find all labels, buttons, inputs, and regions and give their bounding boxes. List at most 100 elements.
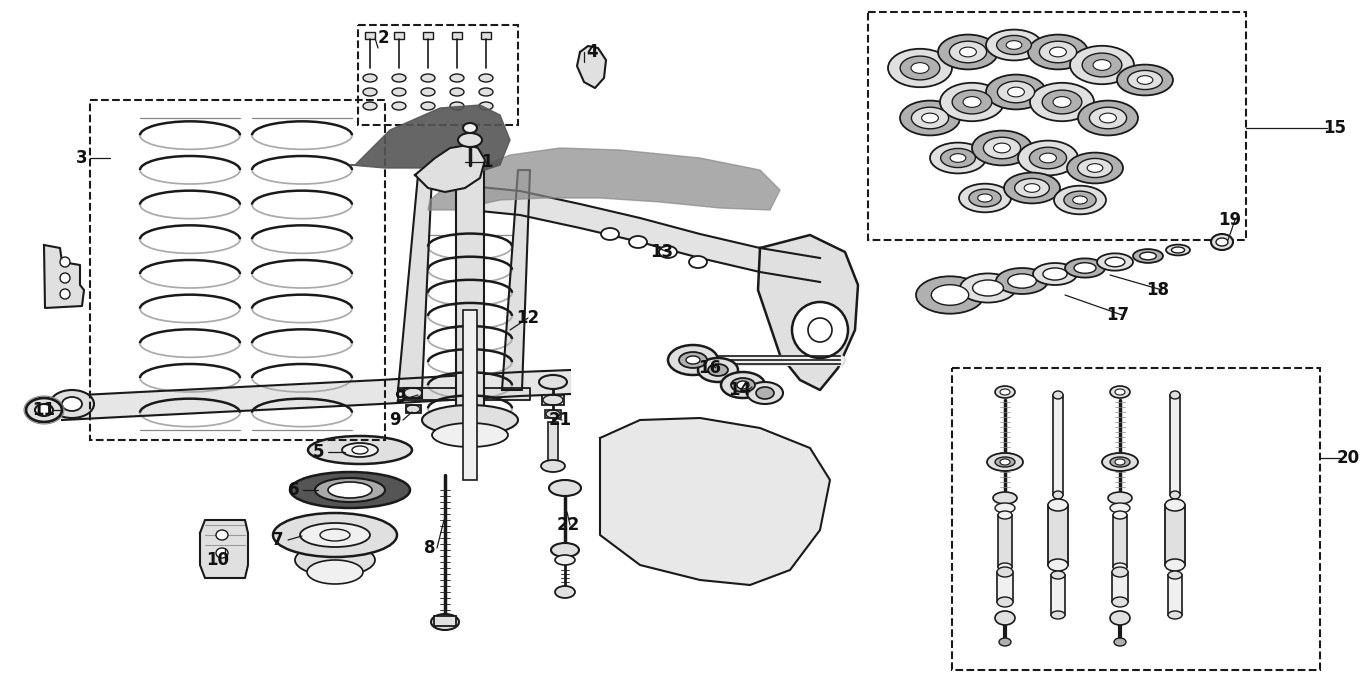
Ellipse shape — [1003, 173, 1059, 204]
Polygon shape — [350, 105, 510, 175]
Text: 10: 10 — [206, 551, 230, 569]
Ellipse shape — [1172, 247, 1185, 253]
Polygon shape — [398, 175, 432, 390]
Ellipse shape — [1110, 457, 1131, 467]
Ellipse shape — [1111, 597, 1128, 607]
Ellipse shape — [450, 74, 463, 82]
Bar — [868, 12, 1245, 240]
Bar — [481, 32, 491, 39]
Polygon shape — [398, 388, 530, 400]
Ellipse shape — [997, 35, 1031, 55]
Ellipse shape — [953, 90, 992, 114]
Ellipse shape — [1115, 459, 1125, 465]
Ellipse shape — [699, 358, 738, 382]
Ellipse shape — [962, 96, 982, 107]
Ellipse shape — [295, 544, 375, 576]
Ellipse shape — [342, 443, 379, 457]
Ellipse shape — [998, 81, 1035, 103]
Ellipse shape — [1117, 64, 1173, 96]
Ellipse shape — [1007, 87, 1024, 97]
Ellipse shape — [999, 638, 1012, 646]
Ellipse shape — [912, 107, 949, 129]
Ellipse shape — [1110, 503, 1131, 513]
Ellipse shape — [1042, 90, 1081, 114]
Ellipse shape — [1094, 60, 1111, 71]
Text: 1: 1 — [481, 153, 492, 171]
Text: 2: 2 — [377, 29, 388, 47]
Ellipse shape — [1070, 46, 1135, 85]
Ellipse shape — [1014, 179, 1050, 198]
Ellipse shape — [551, 543, 580, 557]
Bar — [1167, 575, 1182, 615]
Ellipse shape — [550, 480, 581, 496]
Polygon shape — [600, 418, 830, 585]
Ellipse shape — [931, 285, 969, 306]
Polygon shape — [502, 170, 530, 390]
Text: 7: 7 — [272, 531, 284, 549]
Ellipse shape — [689, 256, 707, 268]
Ellipse shape — [986, 30, 1042, 60]
Ellipse shape — [1167, 611, 1182, 619]
Ellipse shape — [930, 143, 986, 173]
Ellipse shape — [1165, 559, 1185, 571]
Ellipse shape — [308, 436, 411, 464]
Polygon shape — [416, 145, 485, 192]
Ellipse shape — [1048, 499, 1068, 511]
Text: 19: 19 — [1218, 211, 1241, 229]
Text: 13: 13 — [651, 243, 674, 261]
Ellipse shape — [458, 133, 483, 147]
Ellipse shape — [328, 482, 372, 498]
Bar — [997, 572, 1013, 602]
Ellipse shape — [997, 567, 1013, 577]
Ellipse shape — [1073, 196, 1087, 204]
Ellipse shape — [1110, 611, 1131, 625]
Ellipse shape — [1053, 491, 1064, 499]
Ellipse shape — [1167, 571, 1182, 579]
Ellipse shape — [1006, 41, 1023, 49]
Ellipse shape — [1170, 391, 1180, 399]
Ellipse shape — [1113, 511, 1126, 519]
Ellipse shape — [478, 102, 493, 110]
Bar — [1051, 575, 1065, 615]
Ellipse shape — [1102, 453, 1137, 471]
Bar — [457, 165, 484, 445]
Ellipse shape — [994, 143, 1010, 153]
Ellipse shape — [983, 137, 1021, 159]
Ellipse shape — [1114, 638, 1126, 646]
Ellipse shape — [1166, 245, 1191, 256]
Ellipse shape — [351, 446, 368, 454]
Ellipse shape — [899, 56, 940, 80]
Ellipse shape — [421, 102, 435, 110]
Ellipse shape — [1028, 35, 1088, 69]
Ellipse shape — [972, 280, 1003, 296]
Polygon shape — [428, 148, 781, 210]
Text: 6: 6 — [288, 481, 299, 499]
Ellipse shape — [916, 277, 984, 314]
Ellipse shape — [62, 397, 82, 411]
Bar — [545, 410, 560, 418]
Text: 22: 22 — [556, 516, 580, 534]
Ellipse shape — [992, 492, 1017, 504]
Ellipse shape — [555, 586, 576, 598]
Ellipse shape — [960, 184, 1012, 212]
Ellipse shape — [1024, 184, 1040, 193]
Ellipse shape — [1065, 258, 1105, 278]
Ellipse shape — [1087, 164, 1103, 173]
Ellipse shape — [679, 352, 707, 368]
Bar — [951, 368, 1321, 670]
Ellipse shape — [320, 529, 350, 541]
Ellipse shape — [1109, 492, 1132, 504]
Ellipse shape — [1068, 152, 1124, 184]
Ellipse shape — [1111, 567, 1128, 577]
Text: 12: 12 — [517, 309, 540, 327]
Ellipse shape — [921, 113, 938, 123]
Ellipse shape — [478, 74, 493, 82]
Bar — [406, 405, 421, 413]
Ellipse shape — [364, 74, 377, 82]
Ellipse shape — [791, 302, 848, 358]
Ellipse shape — [450, 102, 463, 110]
Ellipse shape — [392, 102, 406, 110]
Ellipse shape — [1051, 611, 1065, 619]
Text: 18: 18 — [1147, 281, 1170, 299]
Ellipse shape — [450, 88, 463, 96]
